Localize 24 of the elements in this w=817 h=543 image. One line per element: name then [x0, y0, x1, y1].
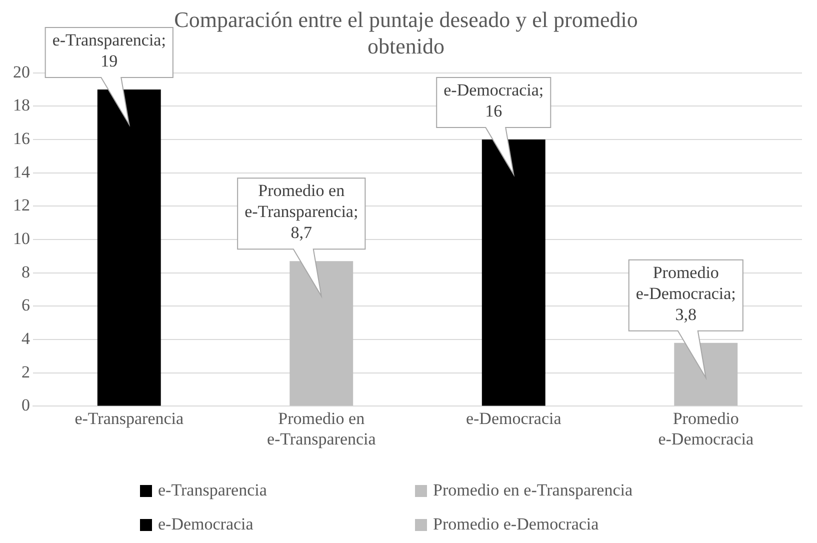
y-tick-label: 12: [13, 196, 30, 215]
x-tick-label: Promedio e-Democracia: [658, 408, 754, 448]
x-tick-label: e-Democracia: [466, 408, 562, 428]
data-label: Promedio e-Democracia; 3,8: [636, 262, 736, 324]
x-tick-label: Promedio en e-Transparencia: [266, 408, 376, 448]
y-tick-label: 4: [22, 328, 30, 348]
y-tick-label: 8: [22, 262, 30, 282]
data-label: e-Transparencia; 19: [52, 30, 166, 70]
y-tick-label: 6: [22, 296, 30, 315]
y-tick-label: 0: [22, 396, 30, 415]
y-tick-label: 10: [13, 228, 30, 248]
data-label: Promedio en e-Transparencia; 8,7: [244, 181, 358, 242]
legend-label: e-Transparencia: [158, 480, 268, 500]
y-tick-label: 18: [13, 96, 30, 115]
data-label: e-Democracia; 16: [444, 80, 544, 120]
chart-title: Comparación entre el puntaje deseado y el promedio obtenido: [174, 6, 638, 58]
legend-label: Promedio en e-Transparencia: [433, 480, 633, 500]
y-tick-label: 14: [13, 162, 30, 182]
legend-label: Promedio e-Democracia: [433, 514, 600, 534]
y-tick-label: 16: [13, 128, 30, 148]
y-tick-label: 2: [22, 362, 30, 382]
x-tick-label: e-Transparencia: [74, 408, 184, 428]
legend-label: e-Democracia: [158, 514, 254, 534]
y-tick-label: 20: [13, 62, 30, 82]
